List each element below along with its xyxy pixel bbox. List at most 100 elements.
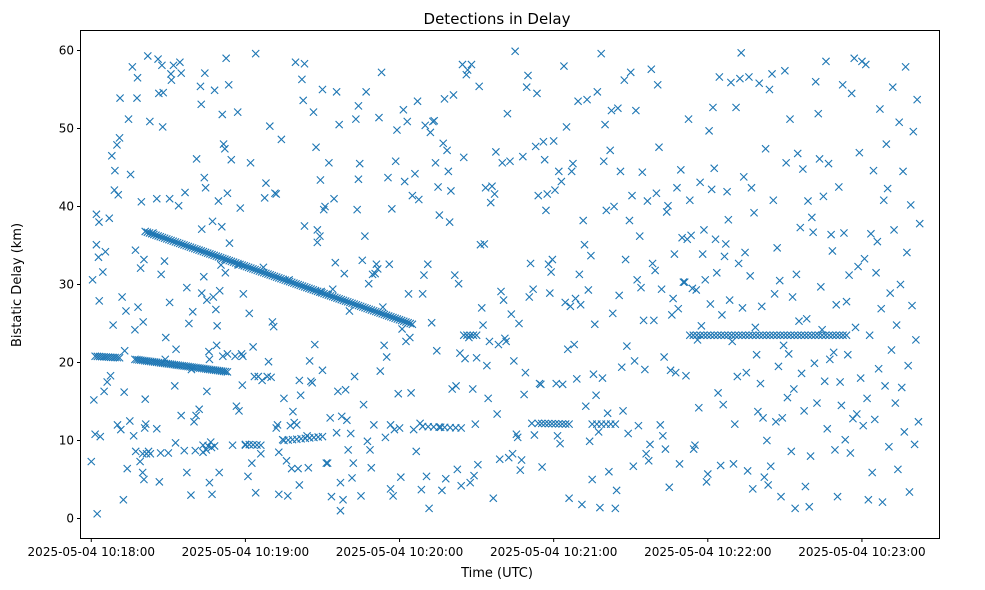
- data-point: [399, 105, 408, 114]
- data-point: [332, 428, 341, 437]
- data-point: [297, 75, 306, 84]
- data-point: [485, 337, 494, 346]
- data-point: [173, 238, 182, 247]
- data-point: [195, 405, 204, 414]
- data-point: [318, 432, 327, 441]
- data-point: [565, 420, 574, 429]
- data-point: [382, 353, 391, 362]
- data-point: [449, 90, 458, 99]
- data-point: [811, 331, 820, 340]
- data-point: [507, 310, 516, 319]
- data-point: [281, 276, 290, 285]
- data-point: [661, 445, 670, 454]
- data-point: [242, 262, 251, 271]
- data-point: [110, 186, 119, 195]
- data-point: [257, 267, 266, 276]
- data-point: [539, 137, 548, 146]
- data-point: [521, 368, 530, 377]
- data-point: [349, 459, 358, 468]
- data-point: [778, 413, 787, 422]
- data-point: [171, 237, 180, 246]
- data-point: [633, 275, 642, 284]
- data-point: [570, 340, 579, 349]
- data-point: [847, 89, 856, 98]
- data-point: [818, 331, 827, 340]
- data-point: [112, 140, 121, 149]
- data-point: [236, 204, 245, 213]
- data-point: [394, 389, 403, 398]
- data-point: [300, 282, 309, 291]
- data-point: [503, 109, 512, 118]
- data-point: [714, 388, 723, 397]
- data-point: [186, 243, 195, 252]
- data-point: [863, 394, 872, 403]
- data-point: [446, 186, 455, 195]
- data-point: [309, 285, 318, 294]
- data-point: [790, 331, 799, 340]
- data-point: [832, 331, 841, 340]
- data-point: [440, 94, 449, 103]
- data-point: [432, 346, 441, 355]
- data-point: [404, 318, 413, 327]
- data-point: [475, 82, 484, 91]
- data-point: [404, 289, 413, 298]
- data-point: [182, 468, 191, 477]
- data-point: [177, 69, 186, 78]
- data-point: [741, 248, 750, 257]
- data-point: [842, 331, 851, 340]
- data-point: [211, 305, 220, 314]
- data-point: [336, 506, 345, 515]
- data-point: [141, 227, 150, 236]
- data-point: [260, 193, 269, 202]
- data-point: [276, 274, 285, 283]
- data-point: [687, 231, 696, 240]
- data-point: [724, 215, 733, 224]
- data-point: [208, 250, 217, 259]
- data-point: [557, 177, 566, 186]
- data-point: [823, 424, 832, 433]
- data-point: [177, 240, 186, 249]
- data-point: [534, 191, 543, 200]
- data-point: [833, 492, 842, 501]
- data-point: [113, 420, 122, 429]
- data-point: [679, 278, 688, 287]
- data-point: [607, 106, 616, 115]
- data-point: [846, 448, 855, 457]
- data-point: [219, 140, 228, 149]
- data-point: [214, 252, 223, 261]
- data-point: [703, 470, 712, 479]
- data-point: [839, 331, 848, 340]
- data-point: [720, 252, 729, 261]
- data-point: [855, 148, 864, 157]
- data-point: [836, 378, 845, 386]
- x-tick-label: 2025-05-04 10:21:00: [490, 545, 617, 559]
- data-point: [574, 97, 583, 106]
- data-point: [430, 116, 439, 125]
- data-point: [603, 409, 612, 418]
- data-point: [540, 155, 549, 164]
- data-point: [436, 423, 445, 432]
- data-point: [529, 285, 538, 294]
- data-point: [716, 461, 725, 470]
- data-point: [779, 341, 788, 350]
- data-point: [141, 420, 150, 429]
- data-point: [437, 486, 446, 495]
- data-point: [181, 188, 190, 197]
- data-point: [245, 309, 254, 318]
- data-point: [215, 286, 224, 295]
- data-point: [313, 238, 322, 247]
- y-tick-label: 50: [59, 122, 74, 136]
- data-point: [322, 459, 331, 468]
- data-point: [405, 333, 414, 342]
- data-point: [214, 197, 223, 206]
- data-point: [731, 331, 740, 340]
- data-point: [887, 346, 896, 355]
- data-point: [356, 302, 365, 311]
- data-point: [273, 420, 282, 429]
- data-point: [264, 357, 273, 366]
- data-point: [363, 304, 372, 313]
- data-point: [252, 440, 261, 449]
- data-point: [212, 341, 221, 350]
- data-point: [819, 192, 828, 201]
- data-point: [758, 331, 767, 340]
